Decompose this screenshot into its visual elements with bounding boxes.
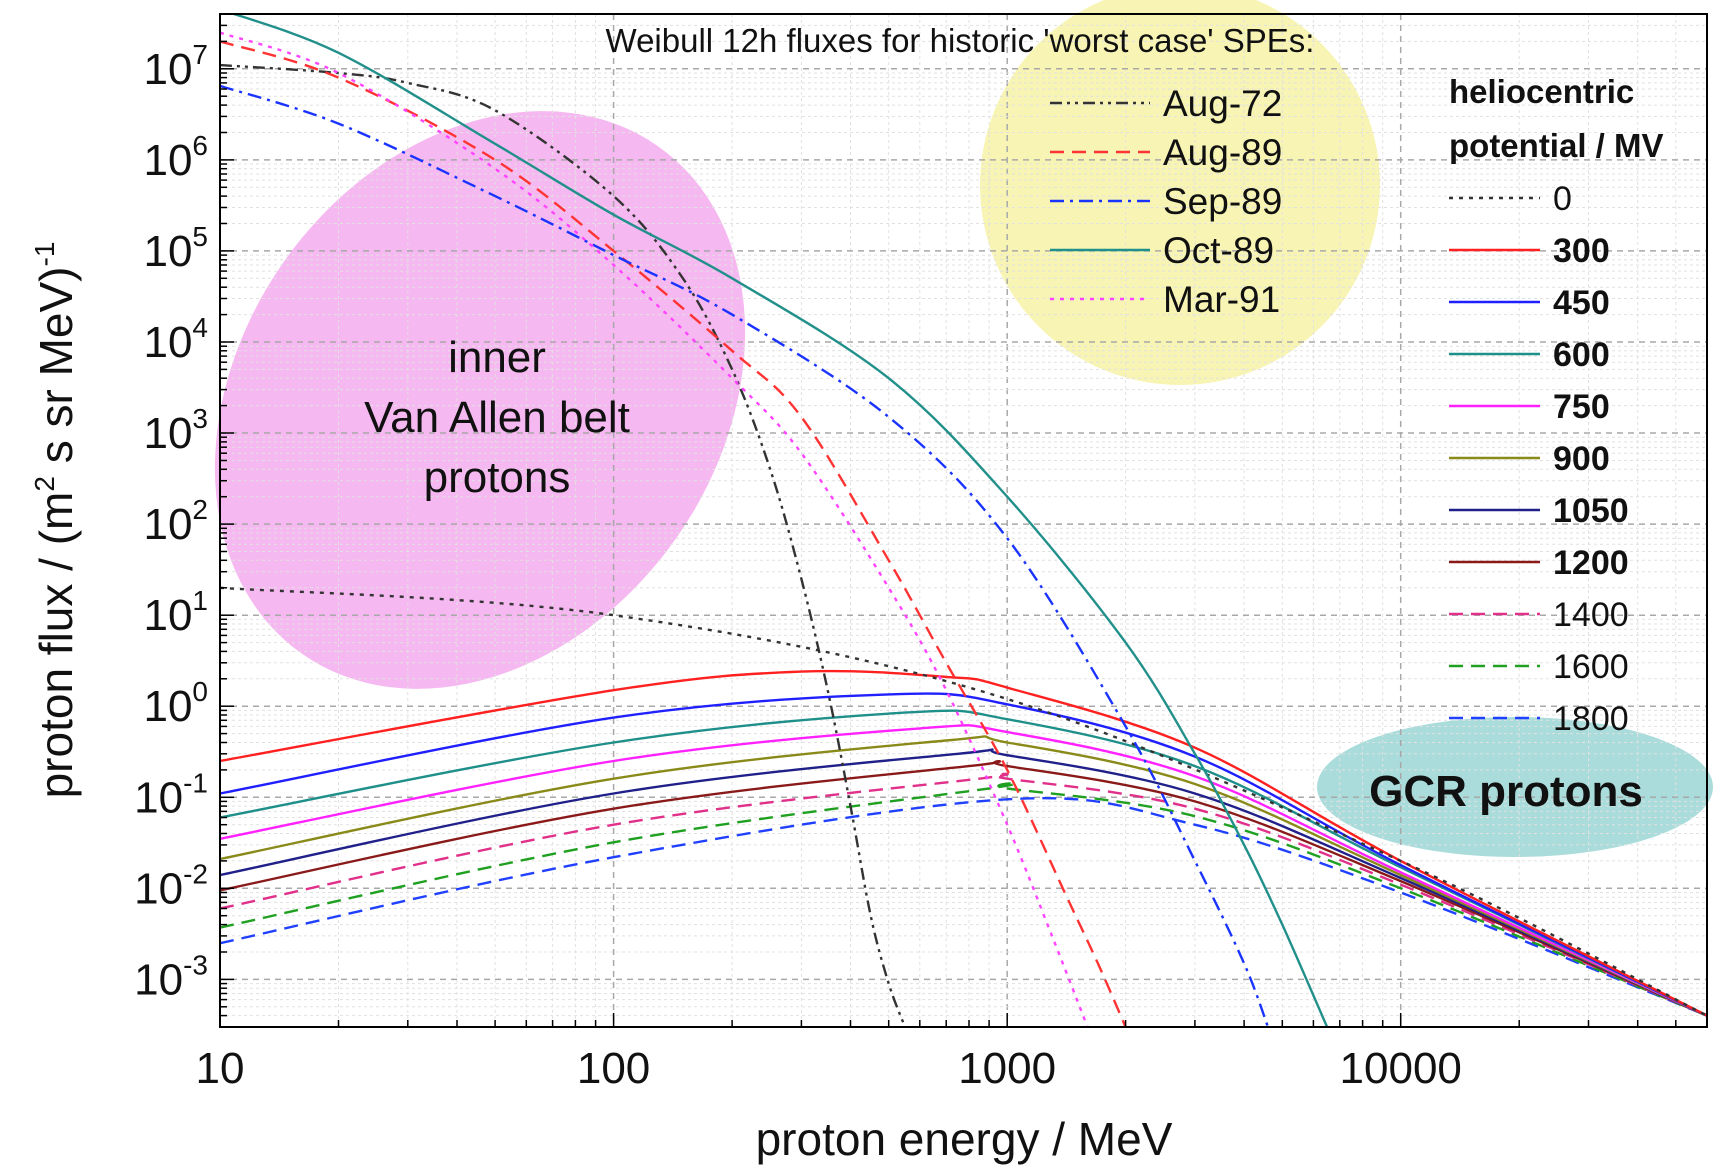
y-tick-base: 10 [143,136,192,185]
y-tick-exponent: -2 [183,858,208,889]
y-tick-label: 106 [143,130,208,185]
y-tick-label: 107 [143,39,208,94]
y-tick-label: 105 [143,221,208,276]
y-tick-exponent: 6 [192,130,208,161]
series-lines [220,14,1707,1027]
gcr-legend-label-1200: 1200 [1553,544,1629,582]
y-tick-label: 102 [143,494,208,549]
gcr-legend-label-1600: 1600 [1553,648,1629,686]
y-tick-base: 10 [143,591,192,640]
spe-series-mar-91 [220,31,1089,1027]
gcr-legend-label-450: 450 [1553,284,1610,322]
gcr-legend: 0 300 450 600 750 900 1050 1200 1400 1600 1800 [1449,180,1629,738]
y-tick-exponent: 3 [192,403,208,434]
y-axis-label-sup-minus1: -1 [29,242,60,267]
y-tick-label: 101 [143,585,208,640]
y-tick-exponent: -3 [183,949,208,980]
y-tick-exponent: 1 [192,585,208,616]
spe-legend-label-aug-89: Aug-89 [1163,132,1282,173]
x-tick-label: 100 [577,1044,650,1093]
gcr-region [1317,717,1713,857]
y-tick-base: 10 [143,45,192,94]
y-tick-base: 10 [134,773,183,822]
gcr-legend-label-300: 300 [1553,232,1610,270]
spe-legend-label-mar-91: Mar-91 [1163,279,1280,320]
spe-legend: Aug-72 Aug-89 Sep-89 Oct-89 Mar-91 [1050,83,1282,320]
spe-series-aug-72 [220,63,907,1027]
gcr-series-1400 [220,772,1707,1017]
gcr-protons-label: GCR protons [1369,767,1643,816]
gcr-legend-label-750: 750 [1553,388,1610,426]
gcr-series-750 [220,724,1707,1017]
y-tick-exponent: 2 [192,494,208,525]
y-tick-exponent: 5 [192,221,208,252]
y-axis-label-part2: s sr MeV) [30,266,82,476]
x-axis-label: proton energy / MeV [756,1113,1173,1165]
gcr-legend-label-1050: 1050 [1553,492,1629,530]
spe-legend-label-oct-89: Oct-89 [1163,230,1274,271]
y-tick-exponent: 7 [192,39,208,70]
plot-frame [219,13,1708,1028]
gcr-legend-label-600: 600 [1553,336,1610,374]
y-tick-exponent: 4 [192,312,208,343]
y-tick-base: 10 [143,682,192,731]
y-tick-base: 10 [134,864,183,913]
gcr-series-900 [220,735,1707,1017]
gcr-legend-label-0: 0 [1553,180,1572,218]
x-tick-label: 10000 [1340,1044,1462,1093]
y-tick-label: 104 [143,312,208,367]
gcr-series-450 [220,692,1707,1017]
x-tick-label: 10 [196,1044,245,1093]
y-tick-label: 103 [143,403,208,458]
y-tick-base: 10 [143,500,192,549]
gcr-legend-label-900: 900 [1553,440,1610,478]
y-axis-label-sup2: 2 [29,476,60,492]
van-allen-label-line1: inner [448,333,546,382]
y-tick-base: 10 [143,318,192,367]
spe-legend-title: Weibull 12h fluxes for historic 'worst c… [606,22,1315,59]
gcr-legend-label-1800: 1800 [1553,700,1629,738]
axis-ticks: 10 100 1000 1000010710610510410310210110010… [134,13,1708,1093]
spe-series-oct-89 [230,14,1329,1027]
y-axis-label: proton flux / (m2 s sr MeV)-1 [29,242,82,799]
y-tick-label: 100 [143,676,208,731]
gcr-series-0 [220,586,1707,1017]
y-tick-label: 10-1 [134,767,208,822]
gcr-series-1200 [220,760,1707,1017]
gcr-series-600 [220,709,1707,1017]
y-tick-base: 10 [134,955,183,1004]
gcr-legend-label-1400: 1400 [1553,596,1629,634]
spe-legend-label-aug-72: Aug-72 [1163,83,1282,124]
gcr-legend-title-line2: potential / MV [1449,127,1664,164]
y-tick-exponent: -1 [183,767,208,798]
x-tick-label: 1000 [958,1044,1056,1093]
spe-series-sep-89 [220,84,1270,1027]
gcr-legend-title-line1: heliocentric [1449,73,1634,110]
y-tick-label: 10-3 [134,949,208,1004]
y-axis-label-part1: proton flux / (m [30,492,82,799]
y-tick-exponent: 0 [192,676,208,707]
van-allen-label-line2: Van Allen belt [364,393,630,442]
grid [220,14,1707,1028]
spe-series-aug-89 [220,40,1127,1027]
y-tick-base: 10 [143,409,192,458]
y-tick-base: 10 [143,227,192,276]
y-tick-label: 10-2 [134,858,208,913]
gcr-series-1600 [220,782,1707,1017]
spe-legend-label-sep-89: Sep-89 [1163,181,1282,222]
plot-series [220,14,1707,1027]
gcr-series-1800 [220,796,1707,1017]
van-allen-label-line3: protons [424,453,571,502]
